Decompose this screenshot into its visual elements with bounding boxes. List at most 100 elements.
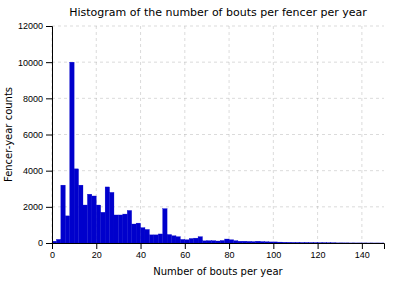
bar [189, 238, 193, 243]
tick-mark [362, 243, 363, 249]
bar [340, 242, 344, 243]
bar [180, 239, 184, 243]
tick-label: 8000 [23, 94, 43, 104]
bar [207, 241, 211, 243]
bar [313, 242, 317, 243]
bar [225, 239, 229, 243]
axis-line [46, 27, 53, 244]
bar [335, 242, 339, 243]
bar [172, 236, 176, 243]
tick-mark [46, 26, 52, 27]
tick-mark [273, 243, 274, 249]
grid-line [273, 26, 274, 243]
tick-label: 60 [180, 250, 190, 260]
bar [74, 169, 78, 243]
bar [198, 237, 202, 243]
tick: 0 [38, 238, 52, 248]
bar [278, 242, 282, 243]
tick: 40 [136, 243, 146, 260]
bar [123, 214, 127, 243]
bars [52, 62, 384, 243]
bar [380, 242, 384, 243]
tick-mark [185, 243, 186, 249]
bar [309, 242, 313, 243]
bar [127, 210, 131, 243]
bar [145, 229, 149, 243]
bar [242, 241, 246, 243]
tick-label: 12000 [18, 21, 43, 31]
bar [203, 241, 207, 243]
tick-mark [46, 62, 52, 63]
tick-label: 80 [225, 250, 235, 260]
tick: 100 [266, 243, 281, 260]
bar [101, 212, 105, 243]
bar [65, 216, 69, 243]
bar [247, 241, 251, 243]
tick-mark [46, 135, 52, 136]
bar [194, 238, 198, 243]
bar [362, 242, 366, 243]
tick-label: 10000 [18, 58, 43, 68]
bar [176, 237, 180, 243]
bar [287, 242, 291, 243]
tick-mark [96, 243, 97, 249]
bar [304, 242, 308, 243]
bar [83, 205, 87, 243]
tick: 2000 [23, 202, 52, 212]
bar [357, 242, 361, 243]
x-axis: 020406080100120140 [50, 243, 385, 260]
tick-mark [229, 243, 230, 249]
tick-mark [46, 243, 52, 244]
grid-line [52, 98, 384, 99]
tick-mark [46, 207, 52, 208]
bar [167, 235, 171, 243]
tick-label: 0 [38, 238, 43, 248]
bar [318, 242, 322, 243]
chart: 0204060801001201400200040006000800010000… [0, 0, 398, 281]
tick: 4000 [23, 166, 52, 176]
grid-line [52, 134, 384, 135]
bar [233, 241, 237, 243]
bar [61, 185, 65, 243]
bar [282, 242, 286, 243]
bar [216, 241, 220, 243]
tick-label: 140 [355, 250, 370, 260]
tick: 80 [225, 243, 235, 260]
y-label: Fencer-year counts [3, 87, 14, 182]
tick: 8000 [23, 94, 52, 104]
bar [229, 240, 233, 243]
grid-line [361, 26, 362, 243]
bar [256, 241, 260, 243]
grid-line [140, 26, 141, 243]
bar [149, 235, 153, 243]
grid-line [184, 26, 185, 243]
bar [185, 240, 189, 243]
tick: 10000 [18, 58, 52, 68]
bar [353, 242, 357, 243]
grid-line [52, 26, 384, 27]
bar [295, 242, 299, 243]
tick: 20 [92, 243, 102, 260]
tick-label: 40 [136, 250, 146, 260]
bar [158, 234, 162, 243]
bar [87, 194, 91, 243]
bar [56, 239, 60, 243]
bar [105, 187, 109, 243]
bar [273, 242, 277, 243]
tick-label: 120 [311, 250, 326, 260]
title: Histogram of the number of bouts per fen… [69, 6, 367, 19]
tick: 12000 [18, 21, 52, 31]
bar [114, 215, 118, 243]
bar [366, 242, 370, 243]
bar [211, 241, 215, 243]
bar [269, 242, 273, 243]
bar [220, 240, 224, 243]
bar [141, 228, 145, 243]
bar [264, 242, 268, 243]
tick-label: 6000 [23, 130, 43, 140]
bar [96, 205, 100, 243]
tick: 6000 [23, 130, 52, 140]
bar [349, 242, 353, 243]
bar [344, 242, 348, 243]
bar [154, 235, 158, 243]
